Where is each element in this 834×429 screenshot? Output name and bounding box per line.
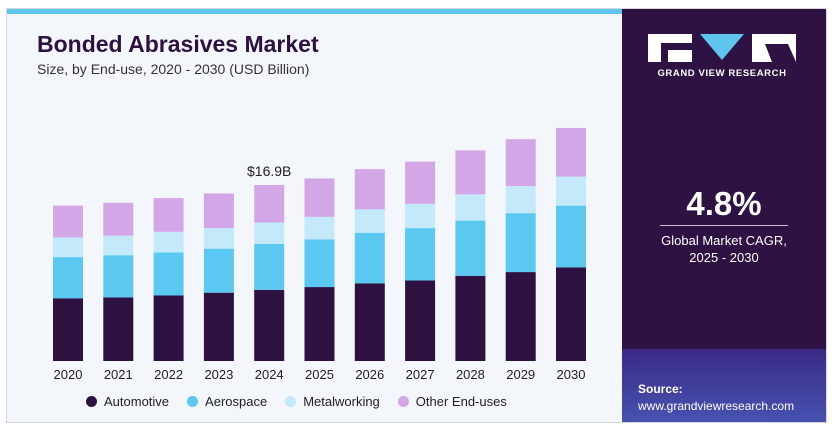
stacked-bar-chart: 2020 2021 2022 2023 2024 2025 2026 2027 2028 2029… <box>53 127 586 382</box>
bar-segment-metalworking-2021 <box>103 235 134 256</box>
bar-segment-metalworking-2023 <box>203 228 234 249</box>
bar-segment-automotive-2021 <box>103 297 134 361</box>
bar-segment-aerospace-2024 <box>254 244 285 290</box>
side-panel: GRAND VIEW RESEARCH 4.8% Global Market C… <box>622 9 826 422</box>
bar-segment-aerospace-2027 <box>405 228 436 281</box>
legend-item-automotive: Automotive <box>86 394 169 409</box>
bar-segment-metalworking-2027 <box>405 203 436 229</box>
bar-segment-other-end-uses-2025 <box>304 178 335 217</box>
bar-segment-automotive-2028 <box>455 275 486 361</box>
bar-segment-metalworking-2026 <box>354 209 385 233</box>
cagr-label-line1: Global Market CAGR, <box>661 233 787 248</box>
x-tick-label-2028: 2028 <box>456 367 485 382</box>
bar-segment-automotive-2029 <box>505 272 536 361</box>
bar-segment-metalworking-2024 <box>254 222 285 244</box>
legend-dot-icon <box>86 396 97 407</box>
bar-segment-aerospace-2025 <box>304 239 335 288</box>
x-tick-label-2027: 2027 <box>406 367 435 382</box>
bar-segment-other-end-uses-2022 <box>153 198 184 232</box>
annotations: $16.9B <box>247 163 291 179</box>
chart-title: Bonded Abrasives Market <box>37 31 319 57</box>
bar-segment-automotive-2030 <box>556 267 586 361</box>
bar-segment-other-end-uses-2021 <box>103 202 134 236</box>
bar-segment-other-end-uses-2023 <box>203 193 234 229</box>
bar-segment-aerospace-2023 <box>203 248 234 293</box>
legend-dot-icon <box>397 396 409 407</box>
cagr-divider <box>660 225 788 226</box>
bar-segment-other-end-uses-2026 <box>354 169 385 210</box>
bar-segment-aerospace-2020 <box>53 257 83 299</box>
bar-segment-other-end-uses-2027 <box>405 161 436 204</box>
x-tick-label-2023: 2023 <box>204 367 233 382</box>
source-link[interactable]: www.grandviewresearch.com <box>638 399 795 413</box>
legend-item-aerospace: Aerospace <box>187 394 267 409</box>
bar-segment-aerospace-2026 <box>354 232 385 284</box>
bar-segment-automotive-2024 <box>254 289 285 361</box>
x-tick-label-2030: 2030 <box>557 367 586 382</box>
brand-name: GRAND VIEW RESEARCH <box>657 68 787 79</box>
legend-label-automotive: Automotive <box>104 394 170 409</box>
x-tick-label-2029: 2029 <box>506 367 535 382</box>
x-tick-label-2022: 2022 <box>154 367 183 382</box>
bar-segment-metalworking-2022 <box>153 231 184 253</box>
legend-item-other-end-uses: Other End-uses <box>397 394 507 409</box>
bar-segment-other-end-uses-2024 <box>254 185 285 223</box>
bar-segment-other-end-uses-2020 <box>53 205 83 238</box>
bar-segment-automotive-2020 <box>53 298 83 361</box>
bar-segment-other-end-uses-2028 <box>455 150 486 195</box>
legend-item-metalworking: Metalworking <box>285 394 380 409</box>
data-label-2024: $16.9B <box>247 163 291 179</box>
bar-segment-other-end-uses-2030 <box>556 127 586 177</box>
chart-subtitle: Size, by End-use, 2020 - 2030 (USD Billi… <box>37 61 310 77</box>
cagr-label-line2: 2025 - 2030 <box>689 250 759 265</box>
legend-label-aerospace: Aerospace <box>205 394 268 409</box>
legend-label-other-end-uses: Other End-uses <box>415 394 507 409</box>
x-tick-label-2020: 2020 <box>54 367 83 382</box>
cagr-value: 4.8% <box>686 185 762 222</box>
bar-segment-metalworking-2030 <box>556 176 586 206</box>
x-tick-label-2021: 2021 <box>104 367 133 382</box>
bar-segment-metalworking-2025 <box>304 216 335 240</box>
x-tick-label-2026: 2026 <box>355 367 384 382</box>
bar-segment-aerospace-2028 <box>455 220 486 276</box>
legend-dot-icon <box>187 396 199 407</box>
grand-view-research-logo-icon <box>648 34 796 62</box>
bar-segment-aerospace-2021 <box>103 255 134 298</box>
bar-segment-other-end-uses-2029 <box>505 139 536 186</box>
legend-dot-icon <box>285 396 297 407</box>
legend: Automotive Aerospace Metalworking Other End… <box>86 394 525 409</box>
cagr-label: Global Market CAGR, 2025 - 2030 <box>622 232 826 266</box>
top-accent-bar <box>7 9 622 14</box>
bar-segment-metalworking-2028 <box>455 194 486 221</box>
source-title: Source: <box>638 382 683 396</box>
bar-segment-metalworking-2020 <box>53 237 83 258</box>
bar-segment-automotive-2026 <box>354 283 385 361</box>
x-tick-labels: 2020 2021 2022 2023 2024 2025 2026 2027 2028 2029… <box>54 367 586 382</box>
bars-group <box>53 127 586 361</box>
x-tick-label-2025: 2025 <box>305 367 334 382</box>
bar-segment-aerospace-2022 <box>153 252 184 296</box>
bar-segment-automotive-2022 <box>153 295 184 361</box>
bar-segment-metalworking-2029 <box>505 185 536 214</box>
side-panel-footer <box>622 349 826 422</box>
bar-segment-aerospace-2029 <box>505 213 536 273</box>
bar-segment-automotive-2025 <box>304 287 335 361</box>
legend-label-metalworking: Metalworking <box>303 394 380 409</box>
bar-segment-automotive-2027 <box>405 280 436 361</box>
bar-segment-aerospace-2030 <box>556 205 586 268</box>
x-tick-label-2024: 2024 <box>255 367 284 382</box>
bar-segment-automotive-2023 <box>203 292 234 361</box>
